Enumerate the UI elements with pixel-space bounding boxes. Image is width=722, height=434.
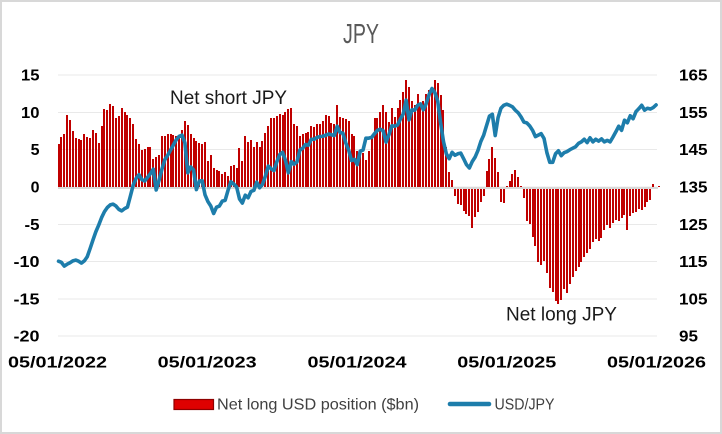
svg-text:05/01/2024: 05/01/2024 — [308, 354, 407, 371]
svg-text:5: 5 — [31, 142, 40, 159]
svg-text:-10: -10 — [14, 254, 40, 271]
svg-text:145: 145 — [679, 142, 708, 159]
svg-text:Net long USD position ($bn): Net long USD position ($bn) — [217, 397, 419, 414]
svg-text:Net long JPY: Net long JPY — [506, 305, 617, 326]
svg-text:05/01/2026: 05/01/2026 — [607, 354, 706, 371]
svg-text:05/01/2022: 05/01/2022 — [8, 354, 107, 371]
svg-text:-5: -5 — [25, 217, 40, 234]
svg-text:115: 115 — [679, 254, 708, 271]
svg-text:05/01/2023: 05/01/2023 — [158, 354, 257, 371]
svg-text:-20: -20 — [14, 329, 40, 346]
svg-text:-15: -15 — [14, 291, 40, 308]
svg-text:Net short JPY: Net short JPY — [170, 88, 287, 109]
svg-text:125: 125 — [679, 217, 708, 234]
svg-text:05/01/2025: 05/01/2025 — [457, 354, 556, 371]
svg-text:155: 155 — [679, 105, 708, 122]
svg-text:135: 135 — [679, 180, 708, 197]
svg-text:USD/JPY: USD/JPY — [495, 397, 555, 414]
svg-text:0: 0 — [31, 180, 40, 197]
svg-text:165: 165 — [679, 68, 708, 85]
svg-text:15: 15 — [21, 68, 40, 85]
svg-text:105: 105 — [679, 291, 708, 308]
svg-text:10: 10 — [21, 105, 40, 122]
svg-text:JPY: JPY — [343, 18, 379, 49]
svg-text:95: 95 — [679, 329, 698, 346]
